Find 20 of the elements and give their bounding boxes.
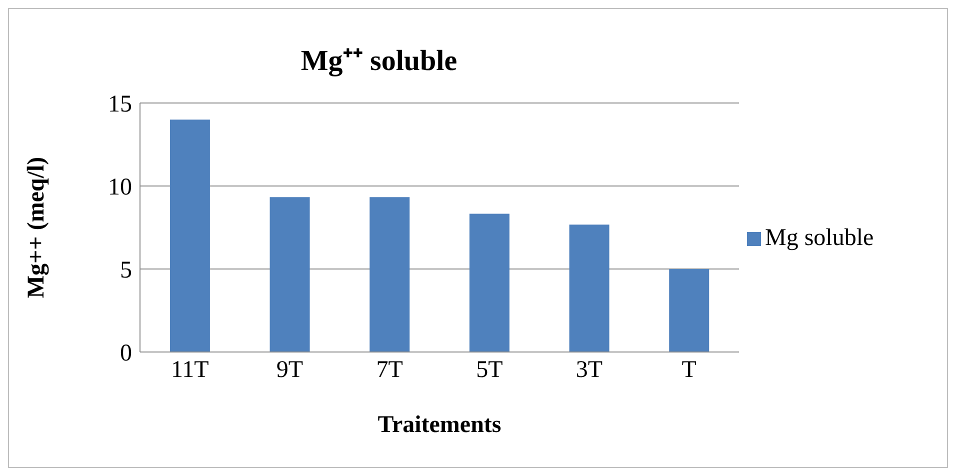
bar xyxy=(569,224,610,352)
x-axis-title: Traitements xyxy=(378,412,502,438)
legend-label: Mg soluble xyxy=(765,224,874,250)
bar xyxy=(669,269,710,352)
y-tick-label: 0 xyxy=(120,340,132,367)
bar xyxy=(370,197,410,352)
bar xyxy=(469,214,510,352)
y-axis-title: Mg++ (meq/l) xyxy=(24,156,50,298)
bar xyxy=(170,120,210,352)
bar xyxy=(270,197,310,352)
x-tick-label: 7T xyxy=(376,357,404,384)
chart-title: Mg⁺⁺ soluble xyxy=(300,44,458,78)
x-tick-label: 3T xyxy=(576,357,603,384)
x-tick-label: 5T xyxy=(476,357,504,384)
y-tick-label: 10 xyxy=(108,174,132,201)
x-tick-label: 11T xyxy=(171,357,210,384)
x-tick-label: T xyxy=(682,357,697,384)
x-tick-label: 9T xyxy=(276,357,304,384)
y-tick-label: 15 xyxy=(108,92,132,118)
y-tick-label: 5 xyxy=(120,258,132,284)
